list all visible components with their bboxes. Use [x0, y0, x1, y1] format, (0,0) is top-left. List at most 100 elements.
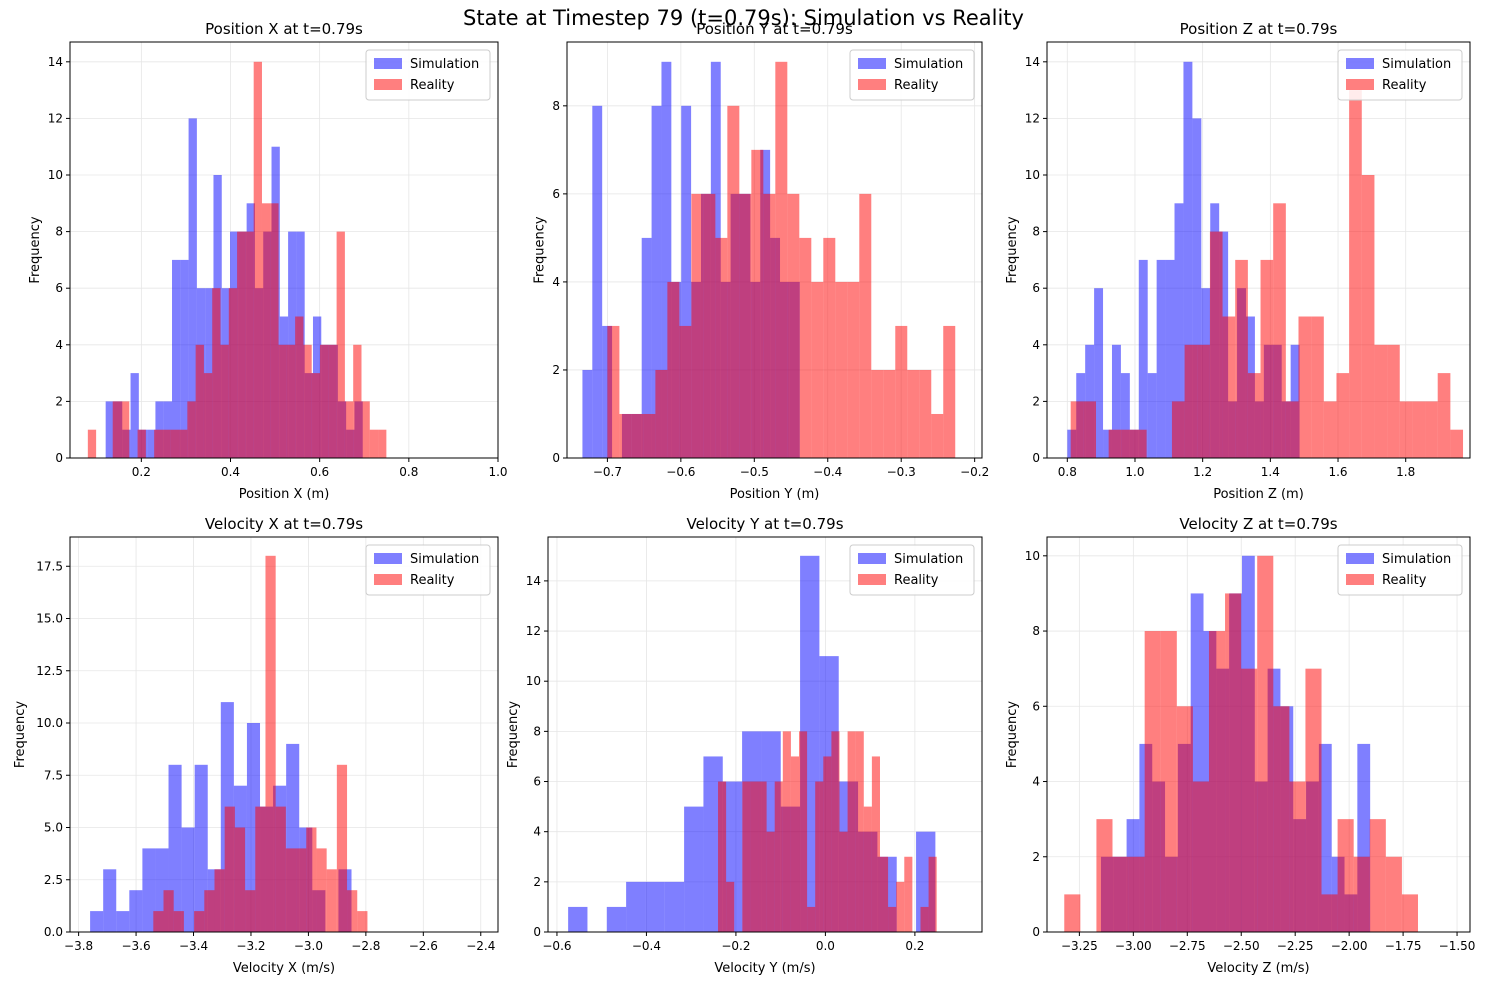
simulation-bar [1120, 373, 1130, 458]
reality-bar [1108, 429, 1122, 458]
reality-bar [212, 288, 221, 458]
reality-bar [328, 344, 337, 458]
y-tick-label: 14 [48, 55, 63, 69]
x-tick-label: −3.8 [64, 939, 93, 953]
y-tick-label: 12 [526, 624, 541, 638]
simulation-bar [645, 881, 665, 932]
reality-bar [751, 149, 764, 458]
legend: Simulation Reality [849, 49, 975, 101]
x-tick-label: 1.8 [1396, 465, 1415, 479]
simulation-bar [130, 373, 139, 458]
reality-bar [774, 781, 783, 932]
reality-bar [1425, 401, 1438, 458]
simulation-bar [602, 325, 613, 458]
simulation-bar [188, 118, 197, 458]
x-tick-label: 0.2 [905, 939, 924, 953]
reality-bar [907, 369, 920, 458]
reality-bar [336, 764, 348, 932]
simulation-bar [103, 869, 117, 932]
reality-bar [667, 281, 680, 458]
y-tick-label: 0 [533, 925, 541, 939]
reality-bar [758, 781, 767, 932]
reality-bar [883, 369, 896, 458]
y-tick-label: 15.0 [36, 612, 63, 626]
reality-bar [1247, 373, 1261, 458]
reality-bar [787, 193, 800, 458]
x-tick-label: −0.6 [542, 939, 571, 953]
simulation-bar [172, 259, 181, 458]
legend-label-simulation: Simulation [410, 552, 479, 567]
y-tick-label: 2 [1032, 850, 1040, 864]
y-tick-label: 8 [552, 99, 560, 113]
y-tick-label: 10.0 [36, 716, 63, 730]
subplot-title: Position Z at t=0.79s [1180, 20, 1338, 38]
x-tick-label: 0.4 [221, 465, 240, 479]
reality-bar [718, 781, 727, 932]
reality-bar [344, 401, 354, 458]
reality-bar [1133, 429, 1147, 458]
subplot-title: Position Y at t=0.79s [696, 20, 853, 38]
reality-bar [919, 369, 932, 458]
bars [568, 555, 937, 932]
y-tick-label: 8 [1032, 624, 1040, 638]
reality-bar [607, 325, 620, 458]
subplot-4: −3.8 −3.6 −3.4 −3.2 −3.0 −2.8 −2.6 −2.4 0.0 2.5 5.… [13, 515, 499, 976]
legend-swatch-reality [374, 79, 402, 90]
reality-bar [87, 429, 97, 458]
reality-bar [1192, 781, 1209, 932]
x-tick-label: 0.6 [310, 465, 329, 479]
y-axis-label: Frequency [13, 701, 28, 768]
reality-bar [153, 911, 164, 932]
y-axis-label: Frequency [1005, 216, 1020, 283]
y-tick-label: 4 [1032, 775, 1040, 789]
reality-bar [204, 890, 215, 932]
y-tick-label: 12 [48, 111, 63, 125]
legend-label-simulation: Simulation [1382, 57, 1451, 72]
reality-bar [187, 401, 196, 458]
reality-bar [1197, 344, 1210, 458]
x-tick-label: 0.2 [132, 465, 151, 479]
legend-label-reality: Reality [1382, 78, 1427, 93]
x-tick-label: −1.50 [1439, 939, 1476, 953]
reality-bar [1171, 401, 1185, 458]
reality-bar [121, 401, 130, 458]
reality-bar [1401, 894, 1418, 932]
reality-bar [286, 344, 296, 458]
y-tick-label: 2 [533, 875, 541, 889]
reality-bar [888, 906, 897, 932]
y-tick-label: 4 [552, 275, 560, 289]
reality-bar [228, 288, 238, 458]
y-tick-label: 12 [1025, 111, 1040, 125]
simulation-bar [129, 890, 143, 932]
x-tick-label: −2.6 [409, 939, 438, 953]
legend: Simulation Reality [1337, 49, 1463, 101]
legend-label-simulation: Simulation [894, 57, 963, 72]
reality-bar [823, 237, 836, 458]
y-tick-label: 0 [1032, 925, 1040, 939]
y-tick-label: 0 [1032, 451, 1040, 465]
reality-bar [378, 429, 387, 458]
reality-bar [1374, 344, 1388, 458]
reality-bar [173, 911, 184, 932]
reality-bar [807, 906, 816, 932]
reality-bar [943, 325, 956, 458]
legend-swatch-simulation [374, 58, 402, 69]
reality-bar [1273, 706, 1290, 932]
x-tick-label: 0.0 [816, 939, 835, 953]
axes-frame [1046, 536, 1471, 933]
y-tick-label: 0.0 [44, 925, 63, 939]
reality-bar [353, 344, 362, 458]
y-tick-label: 6 [55, 281, 63, 295]
subplot-title: Velocity X at t=0.79s [205, 515, 363, 533]
reality-bar [835, 281, 848, 458]
reality-bar [1285, 401, 1299, 458]
reality-bar [295, 316, 304, 458]
reality-bar [1112, 856, 1129, 932]
reality-bar [811, 281, 824, 458]
y-tick-label: 14 [1025, 55, 1040, 69]
simulation-bar [1318, 743, 1332, 932]
simulation-bar [626, 881, 646, 932]
reality-bar [303, 344, 312, 458]
reality-bar [179, 429, 188, 458]
